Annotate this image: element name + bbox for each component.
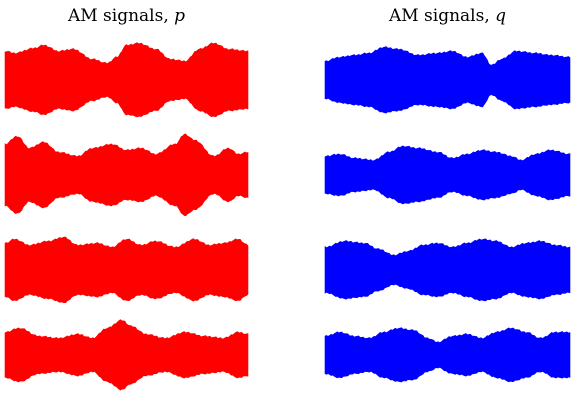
panel-title-p: AM signals, p <box>5 6 248 26</box>
signal-p-4 <box>4 319 249 391</box>
signal-p-2 <box>4 133 249 217</box>
panel-title-q-variable: q <box>495 6 507 26</box>
signal-q-3 <box>324 238 571 302</box>
signal-p-1 <box>4 42 249 118</box>
signal-q-2 <box>324 145 571 205</box>
panel-title-p-text: AM signals, <box>67 6 175 26</box>
signal-q-1 <box>324 46 571 114</box>
panel-title-p-variable: p <box>174 6 186 26</box>
panel-title-q: AM signals, q <box>325 6 570 26</box>
signal-q-4 <box>324 327 571 383</box>
panel-title-q-text: AM signals, <box>388 6 496 26</box>
signal-p-3 <box>4 236 249 303</box>
